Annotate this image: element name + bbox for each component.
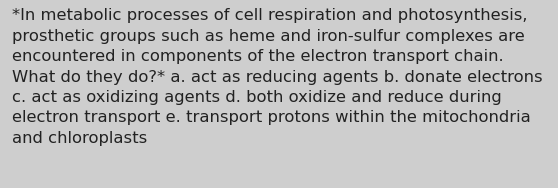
Text: *In metabolic processes of cell respiration and photosynthesis,
prosthetic group: *In metabolic processes of cell respirat… — [12, 8, 543, 146]
